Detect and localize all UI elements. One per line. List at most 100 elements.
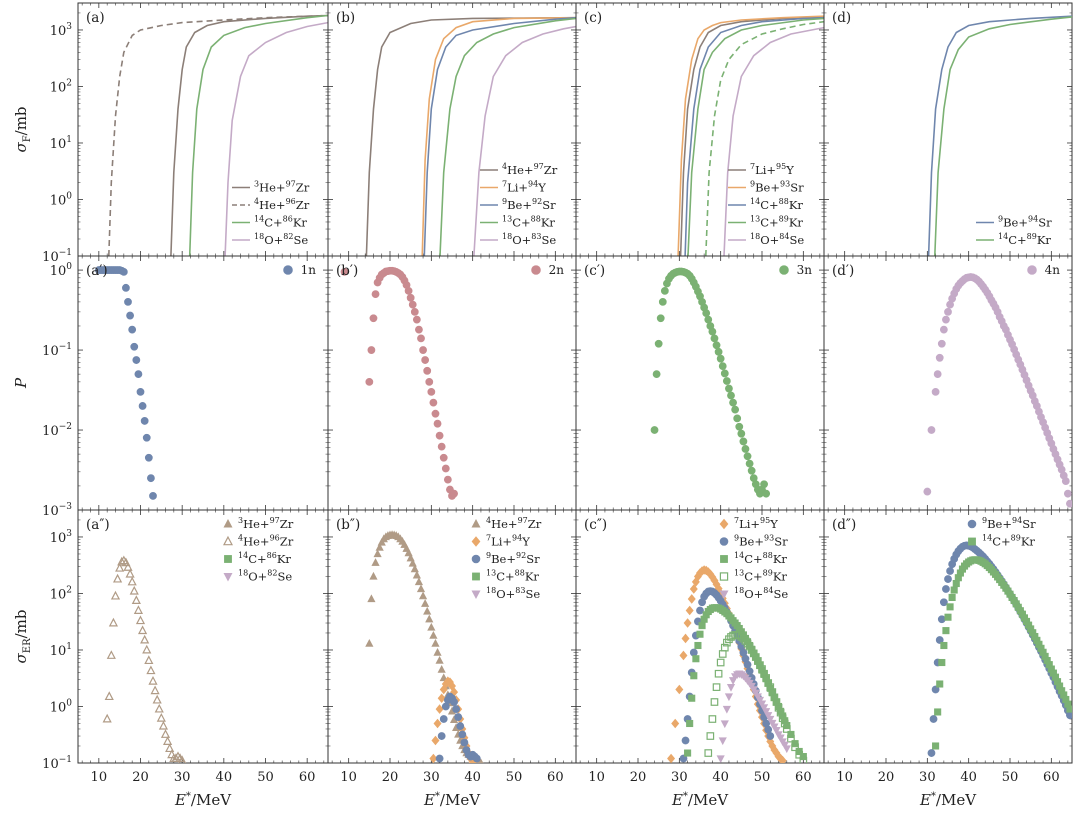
data-point bbox=[764, 679, 773, 687]
panel-label: (b) bbox=[336, 10, 355, 26]
data-point bbox=[115, 562, 125, 572]
data-point bbox=[689, 648, 698, 657]
series-line-1 bbox=[927, 15, 1072, 256]
panel-label: (d) bbox=[832, 10, 851, 26]
data-point bbox=[939, 598, 948, 607]
panel-label: (c′) bbox=[584, 263, 605, 279]
panel-frame bbox=[327, 509, 577, 764]
legend-label: 9Be+94Sr bbox=[998, 215, 1052, 230]
legend-label: 18O+83Se bbox=[486, 586, 540, 601]
data-point bbox=[939, 325, 948, 334]
data-point bbox=[126, 311, 134, 320]
data-point bbox=[122, 283, 130, 292]
data-point bbox=[698, 622, 706, 630]
panel-label: (b″) bbox=[336, 517, 360, 533]
data-point bbox=[702, 309, 711, 317]
data-point bbox=[369, 314, 378, 323]
x-tick-label: 10 bbox=[588, 770, 605, 785]
legend-label: 14C+86Kr bbox=[254, 215, 307, 230]
data-point bbox=[367, 594, 376, 603]
y-tick-label: 103 bbox=[50, 529, 73, 546]
data-point bbox=[706, 732, 715, 740]
data-point bbox=[782, 725, 791, 733]
data-point bbox=[718, 737, 727, 746]
data-point bbox=[439, 715, 448, 723]
panel-data bbox=[927, 15, 1072, 256]
data-point bbox=[425, 614, 434, 623]
data-point bbox=[454, 713, 463, 721]
legend-label: 18O+82Se bbox=[254, 232, 308, 247]
data-point bbox=[135, 615, 146, 625]
data-point bbox=[684, 749, 692, 757]
data-point bbox=[938, 658, 946, 667]
legend-marker bbox=[223, 535, 233, 546]
legend-label: 3He+97Zr bbox=[254, 180, 310, 195]
data-point bbox=[766, 732, 775, 740]
data-point bbox=[414, 577, 424, 586]
data-point bbox=[106, 650, 116, 659]
data-point bbox=[933, 370, 942, 379]
data-point bbox=[406, 293, 415, 302]
panel-7: (c′) 3n bbox=[575, 255, 825, 511]
data-point bbox=[704, 749, 713, 757]
data-point bbox=[146, 665, 156, 675]
data-point bbox=[441, 464, 450, 473]
legend-marker bbox=[1027, 265, 1037, 275]
data-point bbox=[714, 347, 723, 356]
y-tick-label: 102 bbox=[50, 585, 72, 602]
data-point bbox=[743, 660, 752, 669]
data-point bbox=[132, 356, 141, 364]
data-point bbox=[737, 633, 746, 641]
data-point bbox=[937, 339, 946, 348]
y-axis-label-p: P bbox=[12, 377, 30, 389]
data-point bbox=[429, 398, 438, 407]
data-point bbox=[137, 625, 148, 635]
series-line-5 bbox=[473, 25, 576, 256]
data-point bbox=[458, 730, 467, 739]
data-point bbox=[927, 749, 936, 757]
series-line-3 bbox=[188, 14, 328, 256]
series-line-2 bbox=[108, 14, 328, 256]
data-point bbox=[683, 618, 692, 628]
data-point bbox=[437, 732, 446, 740]
data-point bbox=[421, 356, 430, 364]
data-point bbox=[766, 715, 775, 724]
data-point bbox=[708, 715, 717, 723]
data-point bbox=[787, 730, 795, 738]
data-point bbox=[415, 325, 423, 334]
data-point bbox=[128, 325, 137, 334]
y-tick-label: 10−1 bbox=[42, 755, 72, 772]
data-point bbox=[102, 713, 112, 723]
panel-label: (d″) bbox=[832, 517, 856, 533]
data-point bbox=[716, 658, 725, 667]
legend-marker bbox=[719, 590, 729, 600]
data-point bbox=[679, 754, 688, 763]
data-point bbox=[433, 718, 442, 729]
data-point bbox=[373, 549, 382, 558]
data-point bbox=[718, 650, 727, 658]
data-point bbox=[770, 693, 779, 702]
series-line-1 bbox=[365, 16, 576, 256]
data-point bbox=[149, 492, 157, 500]
data-point bbox=[425, 377, 434, 386]
legend-label: 4He+97Zr bbox=[486, 516, 542, 531]
data-point bbox=[762, 708, 771, 716]
series-line-4 bbox=[224, 21, 328, 256]
data-point bbox=[675, 684, 684, 695]
data-point bbox=[712, 341, 721, 350]
data-point bbox=[716, 755, 725, 763]
panel-data bbox=[365, 16, 576, 256]
data-point bbox=[729, 398, 737, 407]
data-point bbox=[944, 613, 952, 621]
data-point bbox=[950, 586, 958, 594]
data-point bbox=[417, 334, 425, 343]
data-point bbox=[150, 685, 160, 695]
data-point bbox=[780, 741, 789, 750]
legend-marker bbox=[471, 590, 481, 600]
data-point bbox=[178, 755, 187, 763]
data-point bbox=[472, 754, 481, 763]
legend-marker bbox=[472, 572, 480, 581]
data-point bbox=[144, 453, 153, 462]
data-point bbox=[450, 489, 458, 498]
data-point bbox=[710, 334, 719, 343]
